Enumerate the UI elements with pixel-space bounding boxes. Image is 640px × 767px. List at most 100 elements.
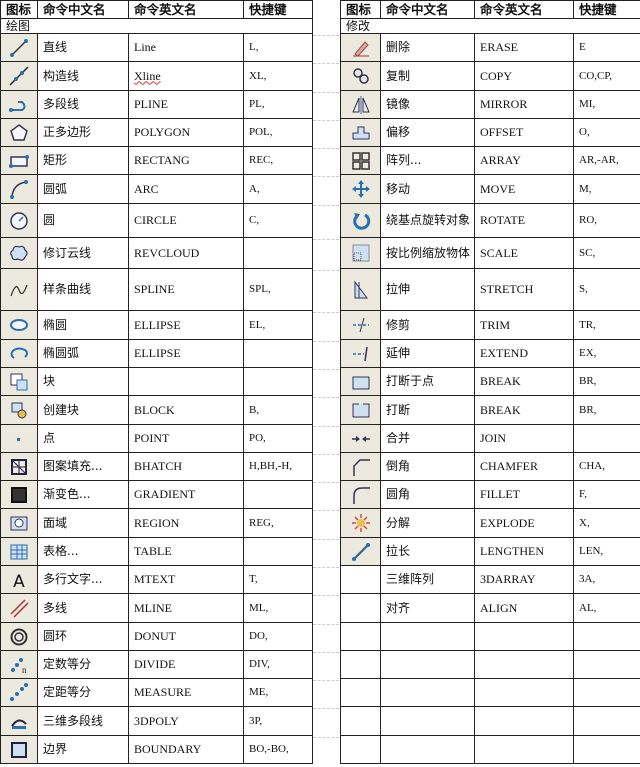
command-chinese-name: 三维多段线 [37,706,129,736]
command-english-name: GRADIENT [128,480,244,509]
explode-icon [342,512,380,534]
icon-cell [340,537,381,566]
hatch-icon [2,456,37,478]
command-english-text: COPY [480,68,513,83]
dotted-line [313,35,339,36]
command-chinese-name: 分解 [380,508,475,538]
command-shortcut: LEN, [573,537,640,566]
command-english-text: MTEXT [134,572,176,586]
header-shortcut: 快捷键 [573,0,640,19]
command-english-name [474,706,574,736]
command-english-text: OFFSET [480,125,524,139]
table-row: 分解 EXPLODE X, [340,508,640,538]
command-english-text: 3DARRAY [480,572,536,586]
command-english-name: BOUNDARY [128,735,244,764]
command-shortcut: BR, [573,367,640,396]
icon-cell [0,452,38,481]
divide-icon: n [2,654,37,676]
offset-icon [342,122,380,144]
command-english-text: ERASE [480,40,519,54]
3dpoly-icon [2,710,37,732]
command-english-text: RECTANG [134,153,190,167]
table-row: 偏移 OFFSET O, [340,118,640,147]
table-header: 图标 命令中文名 命令英文名 快捷键 [0,0,313,19]
command-english-name: ARRAY [474,146,574,175]
command-chinese-name: 修订云线 [37,237,129,269]
draw-commands-table: 图标 命令中文名 命令英文名 快捷键 绘图 直线 Line L, 构造线 Xline X… [0,0,313,764]
command-english-name: MTEXT [128,565,244,594]
command-chinese-name: 拉伸 [380,268,475,311]
icon-cell [0,480,38,509]
command-english-name: EXPLODE [474,508,574,538]
command-english-text: TRIM [480,317,510,332]
command-english-name: BREAK [474,367,574,396]
command-english-name: TRIM [474,310,574,340]
table-row: 镜像 MIRROR MI, [340,90,640,119]
command-chinese-name: 点 [37,424,129,453]
command-shortcut: TR, [573,310,640,340]
command-shortcut [243,480,313,509]
command-english-text: BREAK [480,402,521,417]
extend-icon [342,343,380,365]
line-icon [2,37,37,59]
command-english-name: MLINE [128,593,244,623]
command-english-name: LENGTHEN [474,537,574,566]
point-icon [2,428,37,450]
command-chinese-name: 复制 [380,61,475,91]
icon-cell [340,622,381,651]
command-chinese-name [380,706,475,736]
table-row: 渐变色... GRADIENT [0,480,313,509]
command-english-name: POINT [128,424,244,453]
command-chinese-name: 多段线 [37,90,129,119]
command-shortcut: CHA, [573,452,640,481]
command-shortcut: H,BH,-H, [243,452,313,481]
command-english-name: COPY [474,61,574,91]
command-english-text: EXTEND [480,346,528,360]
dotted-line [313,176,339,177]
command-english-text: POLYGON [134,125,191,139]
fillet-icon [342,484,380,506]
command-english-text: MIRROR [480,97,528,111]
lengthen-icon [342,541,380,563]
table-row: 延伸 EXTEND EX, [340,339,640,368]
command-english-text: REGION [134,515,180,530]
command-chinese-name: 渐变色... [37,480,129,509]
icon-cell [0,237,38,269]
command-chinese-name: 图案填充... [37,452,129,481]
icon-cell [340,310,381,340]
command-shortcut: RO, [573,203,640,238]
command-shortcut: REC, [243,146,313,175]
command-english-text: BOUNDARY [134,742,202,756]
command-shortcut: C, [243,203,313,238]
command-chinese-name: 圆环 [37,622,129,651]
section-row: 绘图 [0,18,313,34]
table-row: 绕基点旋转对象 ROTATE RO, [340,203,640,238]
command-shortcut: 3A, [573,565,640,594]
arc-icon [2,178,37,200]
mline-icon [2,597,37,619]
command-english-text: DIVIDE [134,657,176,671]
command-english-name: Line [128,33,244,62]
command-english-name: STRETCH [474,268,574,311]
command-chinese-name: 三维阵列 [380,565,475,594]
command-english-name [474,622,574,651]
command-english-text: SCALE [480,245,519,260]
command-shortcut: PL, [243,90,313,119]
command-shortcut: AL, [573,593,640,623]
table-row: 椭圆 ELLIPSE EL, [0,310,313,340]
command-chinese-name: 构造线 [37,61,129,91]
dotted-line [313,312,339,313]
table-row: 三维多段线 3DPOLY 3P, [0,706,313,736]
icon-cell [0,146,38,175]
icon-cell [0,622,38,651]
icon-cell [0,678,38,707]
command-english-text: CIRCLE [134,213,177,227]
icon-cell [340,174,381,204]
command-shortcut [573,622,640,651]
command-english-name: MIRROR [474,90,574,119]
command-english-name: CHAMFER [474,452,574,481]
modify-commands-table: 图标 命令中文名 命令英文名 快捷键 修改 删除 ERASE E 复制 COPY CO,… [340,0,640,764]
table-row: 对齐 ALIGN AL, [340,593,640,623]
command-english-text: ROTATE [480,213,526,227]
icon-cell [340,90,381,119]
